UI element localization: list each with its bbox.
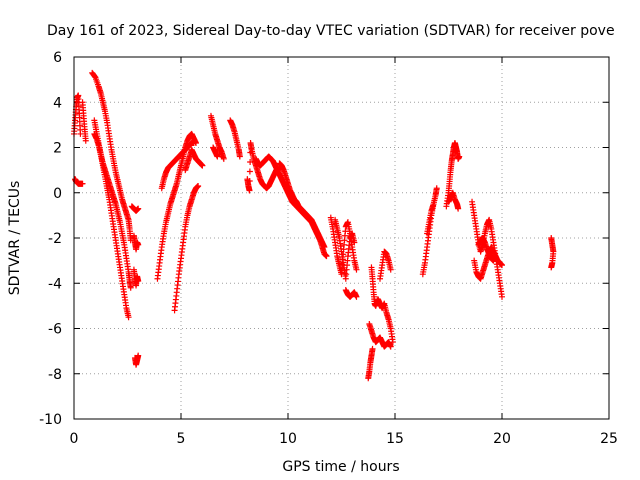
x-tick-label: 5: [177, 431, 186, 447]
plot-frame: [73, 56, 610, 420]
y-tick-label: -10: [39, 412, 62, 428]
y-axis-label: SDTVAR / TECUs: [7, 181, 23, 296]
x-tick-label: 0: [70, 431, 79, 447]
x-axis-label: GPS time / hours: [282, 459, 399, 475]
y-tick-label: 0: [53, 186, 62, 202]
data-point: [548, 264, 555, 271]
chart-title: Day 161 of 2023, Sidereal Day-to-day VTE…: [47, 23, 615, 39]
data-point: [490, 257, 497, 264]
data-point: [195, 182, 202, 189]
data-point: [430, 201, 437, 208]
data-point: [456, 153, 463, 160]
data-point: [323, 253, 330, 260]
data-point: [79, 180, 86, 187]
y-tick-label: 6: [53, 50, 62, 66]
y-tick-label: 4: [53, 95, 62, 111]
x-tick-label: 25: [600, 431, 618, 447]
y-tick-label: -2: [48, 231, 62, 247]
data-point: [387, 266, 394, 273]
x-tick-label: 10: [279, 431, 297, 447]
y-tick-label: -4: [48, 276, 62, 292]
data-point: [135, 241, 142, 248]
data-point: [135, 352, 142, 359]
data-point: [246, 168, 253, 175]
data-point: [246, 187, 253, 194]
data-point: [135, 205, 142, 212]
data-point: [199, 162, 206, 169]
data-point: [236, 153, 243, 160]
data-point: [499, 262, 505, 269]
data-point: [125, 314, 132, 321]
data-point: [190, 139, 197, 146]
data-point: [455, 205, 462, 212]
y-tick-label: -8: [48, 367, 62, 383]
y-tick-label: 2: [53, 141, 62, 157]
data-point: [127, 284, 134, 291]
data-points: [71, 69, 557, 382]
data-point: [499, 293, 505, 300]
tick-labels: 0 5 10 15 20 25 -10 -8 -6 -4 -2 0 2 4 6: [39, 50, 618, 447]
data-point: [135, 277, 142, 284]
data-point: [351, 239, 358, 246]
data-point: [353, 293, 360, 300]
data-point: [369, 345, 376, 352]
data-point: [214, 153, 221, 160]
y-tick-label: -6: [48, 322, 62, 338]
data-point: [91, 73, 98, 80]
data-point: [433, 185, 440, 192]
data-point: [321, 244, 328, 251]
data-point: [387, 343, 394, 350]
x-tick-label: 15: [386, 431, 404, 447]
data-point: [82, 137, 89, 144]
data-point: [246, 177, 253, 184]
x-tick-label: 20: [493, 431, 511, 447]
data-point: [353, 266, 360, 273]
